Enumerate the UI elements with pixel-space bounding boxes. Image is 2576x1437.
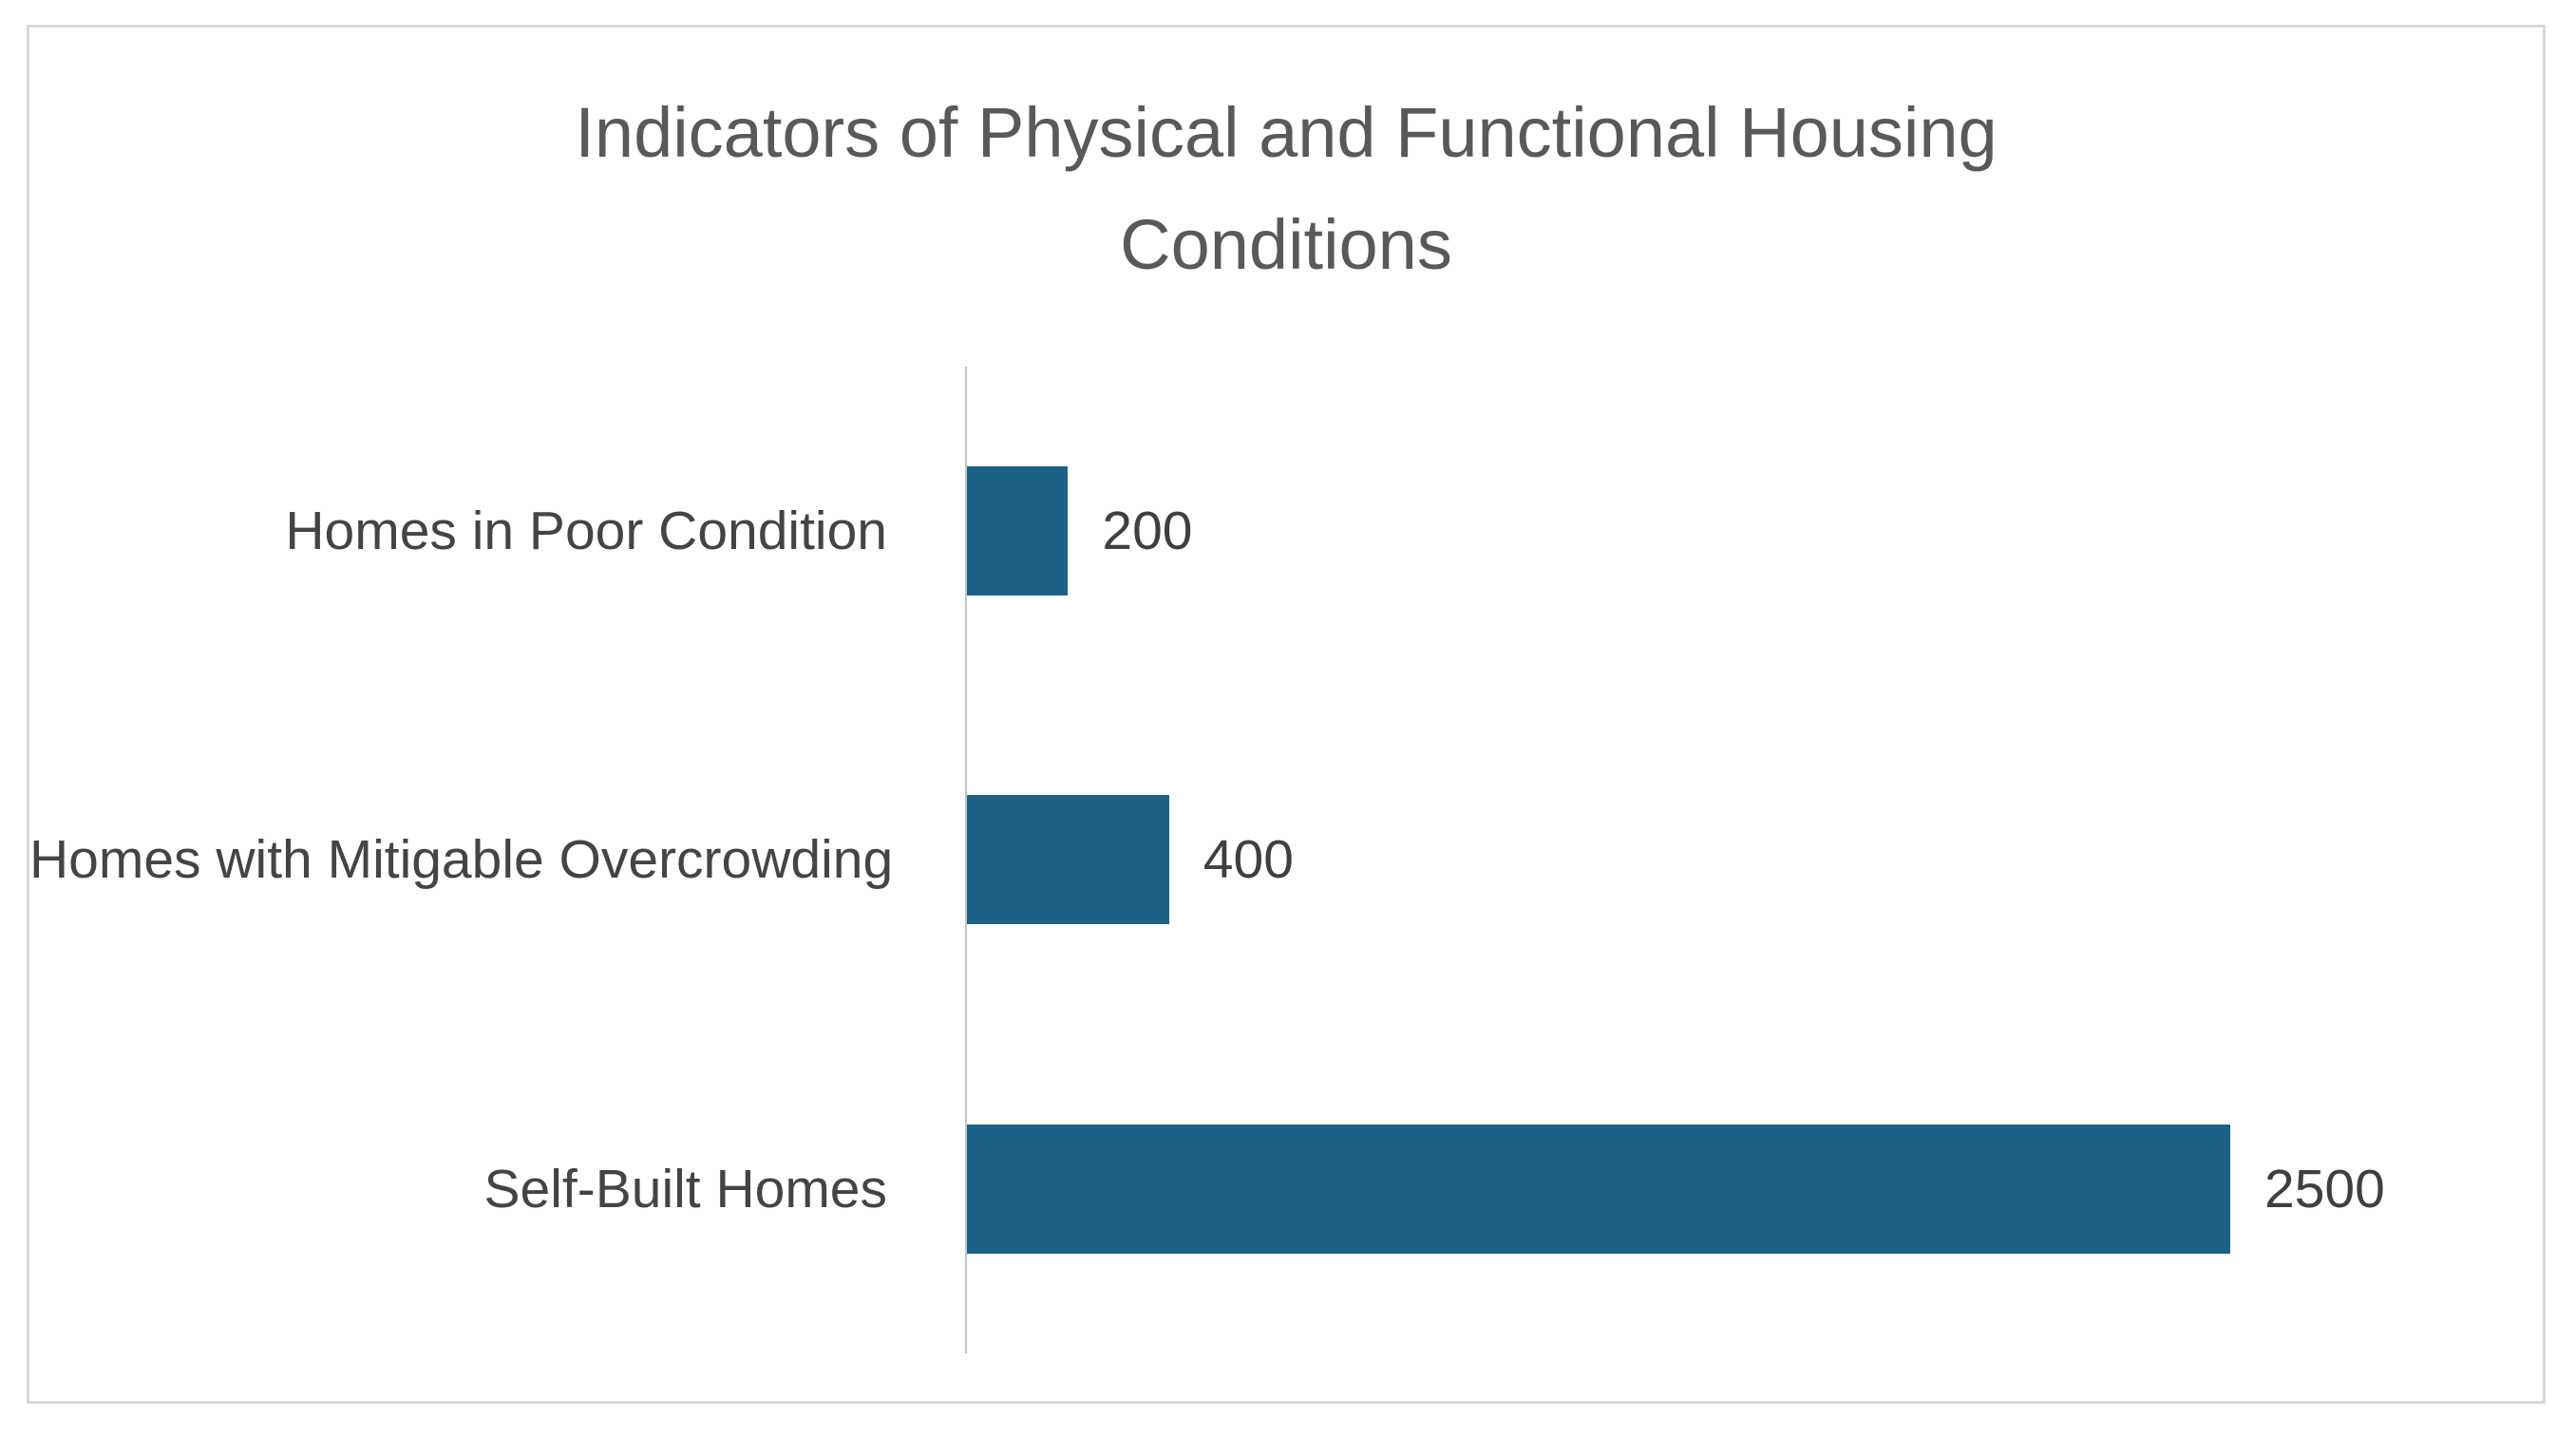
- bar: [967, 466, 1069, 596]
- bar: [967, 795, 1169, 925]
- category-label: Homes in Poor Condition: [285, 501, 887, 562]
- bar: [967, 1124, 2230, 1254]
- bar-row: Homes in Poor Condition 200: [29, 367, 2543, 695]
- bar-track: 2500: [937, 1025, 2543, 1353]
- bar-row: Homes with Mitigable Overcrowding 400: [29, 695, 2543, 1024]
- chart-frame: Indicators of Physical and Functional Ho…: [27, 25, 2546, 1404]
- category-label: Homes with Mitigable Overcrowding: [29, 829, 894, 891]
- value-label: 2500: [2264, 1158, 2385, 1220]
- bar-track: 400: [937, 695, 2543, 1024]
- category-axis-line: [965, 367, 967, 1353]
- plot-area: Homes in Poor Condition 200 Homes with M…: [29, 367, 2543, 1353]
- chart-title: Indicators of Physical and Functional Ho…: [575, 93, 1998, 284]
- value-label: 400: [1203, 829, 1294, 891]
- bar-track: 200: [937, 367, 2543, 695]
- value-label: 200: [1102, 501, 1193, 562]
- category-label: Self-Built Homes: [483, 1158, 887, 1220]
- bar-row: Self-Built Homes 2500: [29, 1025, 2543, 1353]
